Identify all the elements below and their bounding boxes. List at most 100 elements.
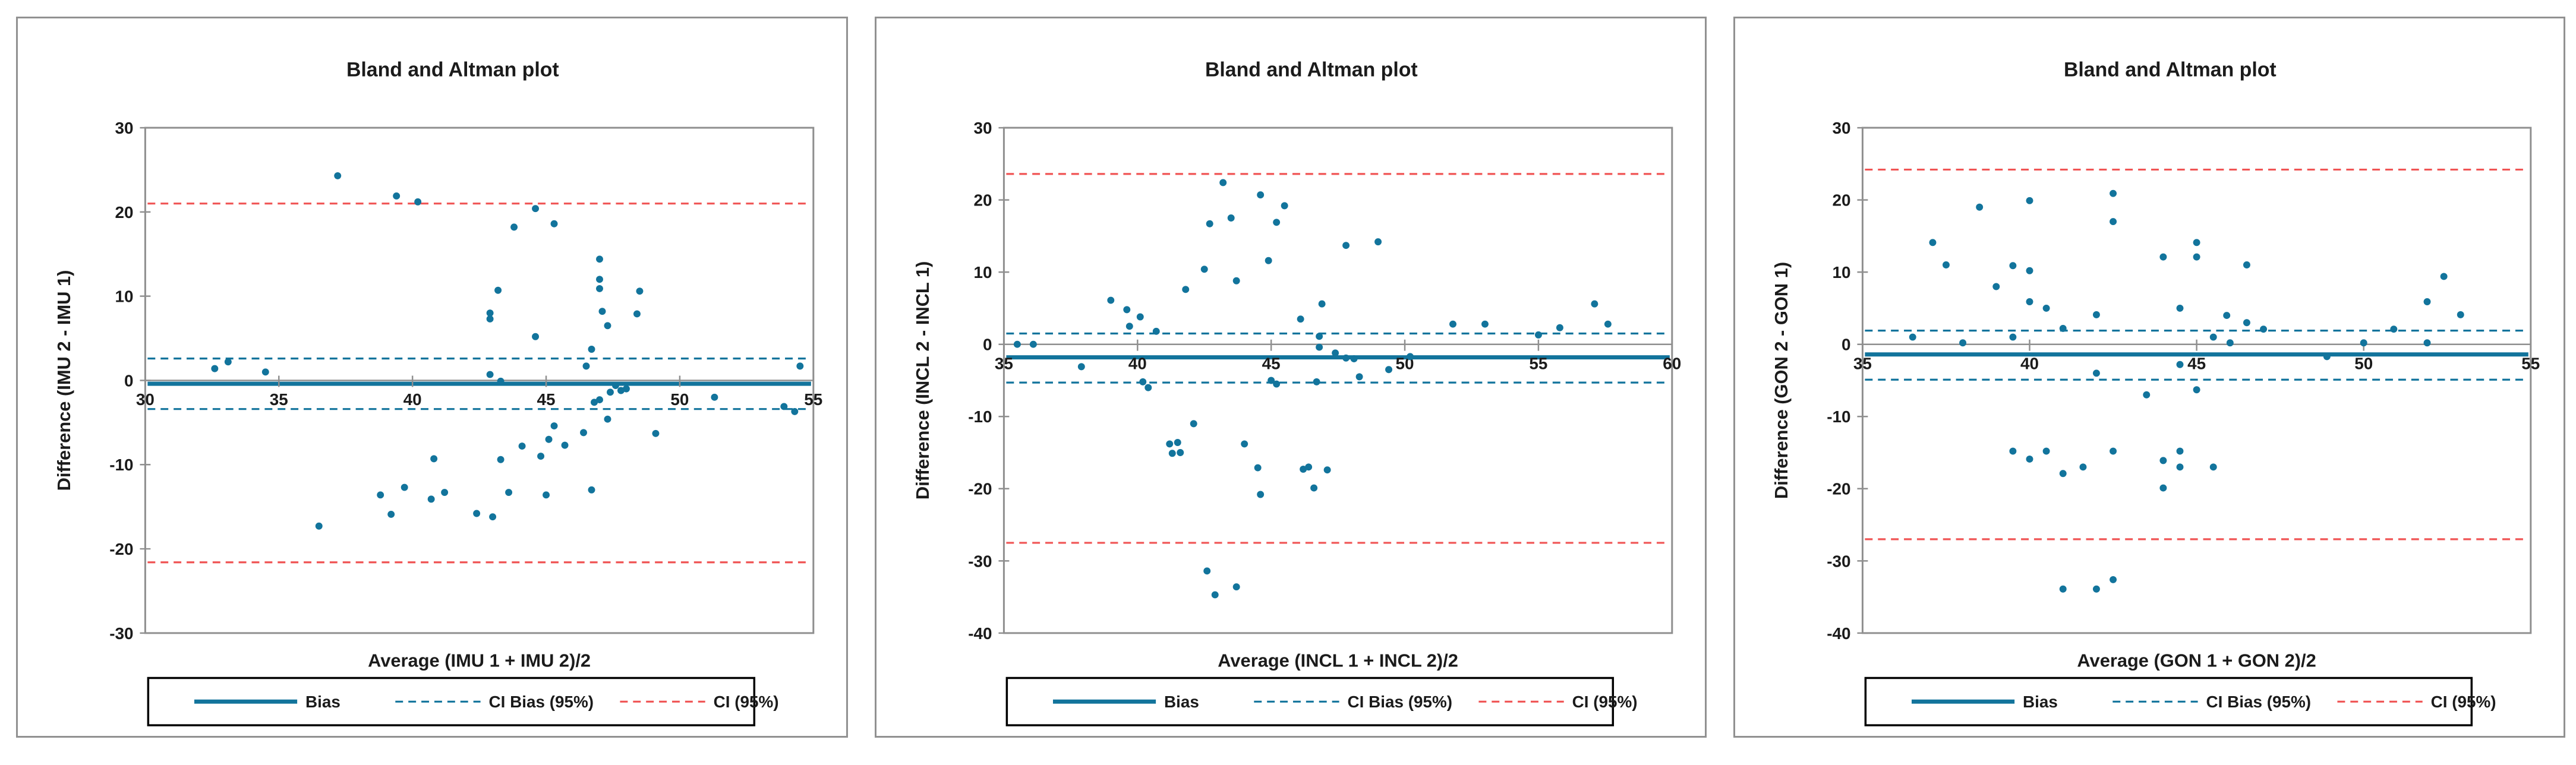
data-point (596, 396, 603, 404)
data-point (1449, 320, 1456, 328)
y-tick-label: 20 (115, 203, 133, 222)
data-point (1200, 265, 1208, 273)
data-point (2026, 298, 2033, 305)
data-point (2209, 463, 2217, 471)
data-point (1144, 384, 1152, 391)
x-tick-label: 55 (2521, 354, 2540, 372)
data-point (543, 491, 550, 499)
legend-label-3: CI (95%) (2431, 693, 2496, 711)
data-point (2209, 333, 2217, 341)
data-point (1273, 219, 1281, 226)
data-point (2059, 324, 2067, 332)
y-tick-label: -20 (1827, 480, 1850, 498)
data-point (561, 441, 569, 449)
data-point (261, 368, 269, 376)
y-axis-title: Difference (GON 2 - GON 1) (1771, 262, 1792, 499)
data-point (427, 495, 435, 503)
legend-label-1: Bias (1164, 693, 1199, 711)
data-point (2059, 585, 2067, 593)
data-point (537, 453, 545, 460)
data-point (1305, 463, 1313, 471)
data-point (596, 255, 603, 263)
data-point (588, 346, 595, 353)
x-tick-label: 55 (1529, 354, 1547, 372)
data-point (1300, 465, 1307, 473)
y-tick-label: -40 (1827, 624, 1850, 643)
data-point (1267, 377, 1275, 384)
data-point (486, 371, 494, 378)
legend-label-2: CI Bias (95%) (489, 693, 594, 711)
data-point (796, 362, 804, 370)
data-point (617, 387, 625, 394)
data-point (1374, 238, 1382, 246)
y-tick-label: -30 (1827, 552, 1850, 570)
data-point (2390, 325, 2398, 333)
legend-label-1: Bias (2023, 693, 2058, 711)
data-point (1976, 203, 1984, 211)
data-point (2092, 311, 2100, 318)
data-point (1342, 242, 1350, 249)
y-tick-label: 10 (115, 287, 133, 306)
data-point (2092, 585, 2100, 593)
data-point (711, 393, 718, 401)
data-point (2009, 333, 2017, 341)
data-point (1385, 366, 1393, 374)
data-point (598, 308, 606, 315)
y-tick-label: 10 (973, 263, 992, 282)
y-tick-label: -30 (968, 552, 992, 570)
data-point (2110, 189, 2117, 197)
data-point (1257, 191, 1265, 199)
y-tick-label: -10 (109, 456, 133, 474)
data-point (1959, 339, 1967, 347)
data-point (1125, 323, 1133, 330)
data-point (596, 276, 603, 283)
data-point (393, 192, 401, 200)
data-point (2092, 369, 2100, 377)
data-point (633, 310, 641, 318)
data-point (2176, 463, 2184, 471)
data-point (2009, 262, 2017, 270)
data-point (2159, 484, 2167, 492)
y-tick-label: -10 (1827, 407, 1850, 426)
data-point (791, 407, 799, 415)
data-point (387, 510, 395, 518)
data-point (532, 333, 540, 340)
x-tick-label: 45 (2187, 354, 2206, 372)
data-point (2026, 197, 2033, 204)
data-point (2423, 298, 2431, 305)
data-point (591, 399, 598, 406)
data-point (2260, 325, 2268, 333)
data-point (1942, 261, 1950, 268)
x-tick-label: 50 (2354, 354, 2373, 372)
data-point (588, 486, 595, 494)
chart-title: Bland and Altman plot (1205, 59, 1418, 81)
y-tick-label: 0 (124, 371, 134, 390)
x-axis-title: Average (INCL 1 + INCL 2)/2 (1218, 650, 1458, 671)
x-tick-label: 60 (1663, 354, 1681, 372)
data-point (1107, 296, 1115, 304)
y-tick-label: 0 (1842, 336, 1851, 354)
data-point (1227, 214, 1235, 222)
y-tick-label: -40 (968, 624, 992, 643)
data-point (377, 491, 384, 499)
data-point (550, 422, 558, 430)
data-point (1591, 300, 1598, 308)
data-point (497, 456, 505, 463)
data-point (532, 205, 540, 213)
data-point (1265, 257, 1272, 264)
bland-altman-chart-1: -30 -20 -10 0 10 20 30 30 35 40 45 50 55 Bland and Al… (53, 59, 822, 726)
y-axis-title: Difference (IMU 2 - IMU 1) (53, 270, 74, 491)
data-point (2193, 239, 2200, 246)
data-point (1254, 464, 1262, 472)
data-point (1556, 324, 1563, 331)
data-point (1342, 354, 1350, 362)
data-point (486, 309, 494, 317)
x-tick-label: 35 (1853, 354, 1872, 372)
data-point (1355, 373, 1363, 381)
data-point (607, 388, 614, 396)
y-tick-label: 10 (1832, 263, 1850, 282)
x-tick-label: 30 (136, 390, 155, 409)
data-point (2423, 339, 2431, 347)
data-point (1313, 378, 1320, 385)
data-point (604, 415, 611, 423)
